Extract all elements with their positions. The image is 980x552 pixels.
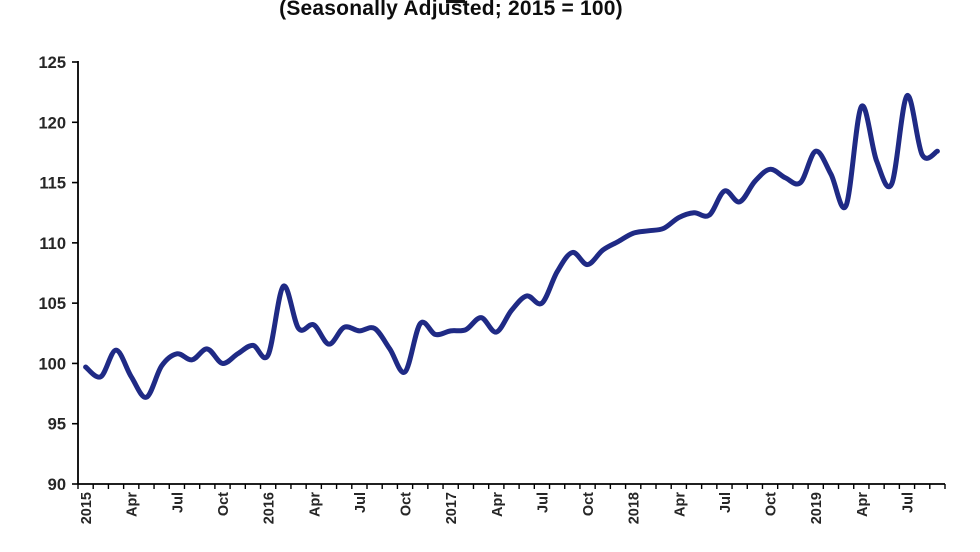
x-tick-label: Oct	[581, 492, 597, 516]
x-tick-label: Jul	[900, 492, 916, 513]
x-tick-label: Jul	[535, 492, 551, 513]
y-tick-label: 120	[38, 114, 66, 132]
x-tick-label: Jul	[170, 492, 186, 513]
x-tick-label: Oct	[764, 492, 780, 516]
y-tick-label: 110	[39, 235, 66, 253]
series-line	[83, 93, 940, 400]
x-tick-label: Jul	[718, 492, 734, 513]
x-tick-label: 2018	[627, 492, 643, 524]
y-tick-label: 115	[39, 175, 66, 193]
x-tick-label: Apr	[490, 492, 506, 517]
y-tick-label: 90	[48, 476, 66, 494]
x-tick-label: Apr	[855, 492, 871, 517]
x-tick-label: Jul	[353, 492, 369, 513]
y-tick-label: 100	[38, 355, 66, 373]
x-tick-label: Oct	[216, 492, 232, 516]
chart-subtitle: (Seasonally Adjusted; 2015 = 100)	[279, 0, 623, 20]
x-tick-label: 2016	[262, 492, 278, 524]
x-tick-label: Apr	[125, 492, 141, 517]
clipped-title-fragment	[446, 0, 465, 3]
x-tick-label: 2019	[809, 492, 825, 524]
x-tick-label: 2015	[79, 492, 95, 524]
x-tick-label: Apr	[672, 492, 688, 517]
x-tick-label: Oct	[399, 492, 415, 516]
x-tick-label: Apr	[307, 492, 323, 517]
y-tick-label: 105	[38, 295, 66, 313]
y-tick-label: 95	[48, 416, 66, 434]
y-tick-label: 125	[38, 54, 66, 72]
x-tick-label: 2017	[444, 492, 460, 524]
